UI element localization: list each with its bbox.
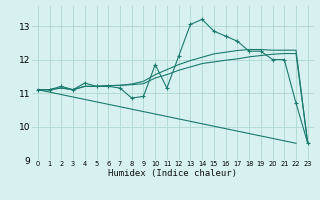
X-axis label: Humidex (Indice chaleur): Humidex (Indice chaleur): [108, 169, 237, 178]
